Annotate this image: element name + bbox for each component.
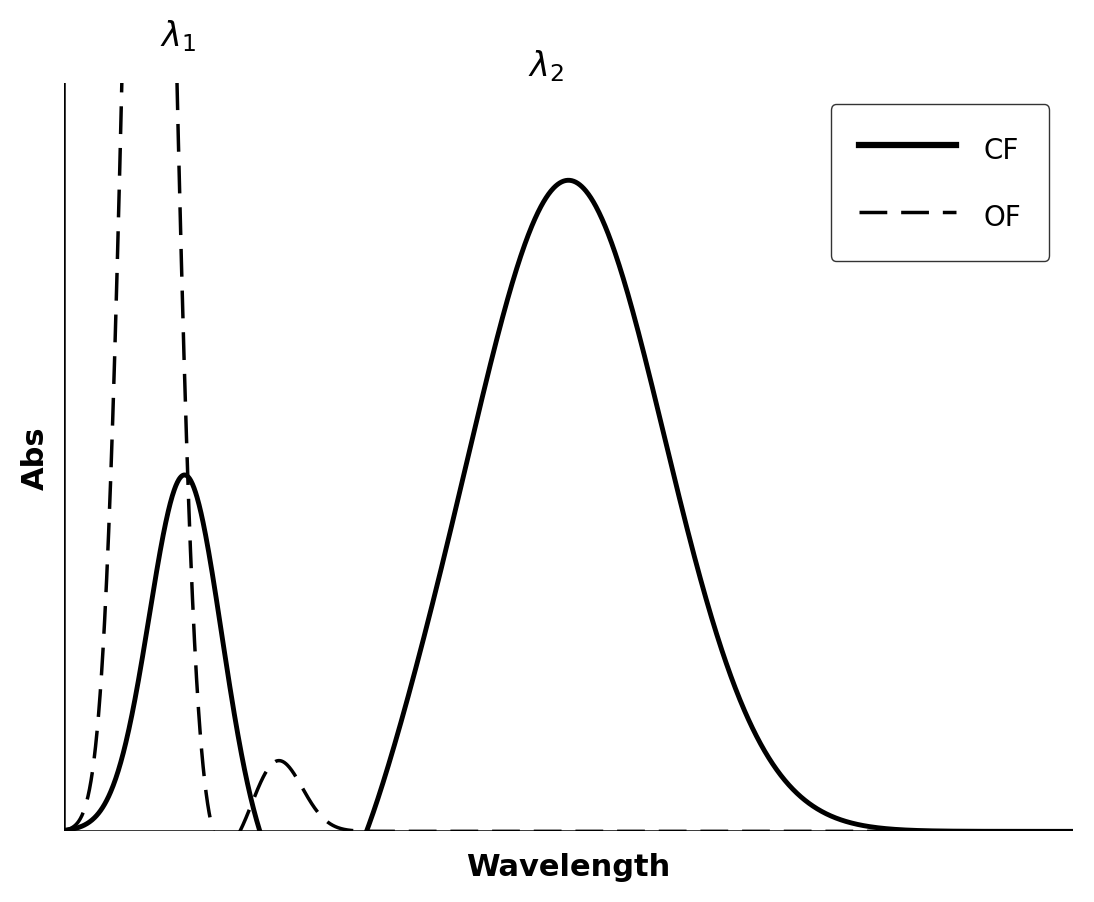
OF xyxy=(1067,826,1080,837)
OF xyxy=(218,843,231,854)
CF xyxy=(1067,826,1080,837)
OF xyxy=(549,826,562,837)
CF xyxy=(548,182,561,193)
Y-axis label: Abs: Abs xyxy=(21,426,50,489)
CF xyxy=(306,901,319,902)
CF xyxy=(853,820,866,831)
CF xyxy=(562,176,575,187)
Legend: CF, OF: CF, OF xyxy=(830,105,1049,262)
OF xyxy=(57,825,70,836)
CF xyxy=(108,775,121,786)
OF xyxy=(1038,826,1051,837)
OF xyxy=(853,826,866,837)
X-axis label: Wavelength: Wavelength xyxy=(466,852,671,881)
CF xyxy=(1038,826,1051,837)
OF xyxy=(108,333,121,344)
CF xyxy=(57,825,70,836)
OF xyxy=(1038,826,1051,837)
Text: $\lambda_2$: $\lambda_2$ xyxy=(528,48,563,84)
Line: CF: CF xyxy=(63,181,1073,902)
CF xyxy=(1038,826,1051,837)
OF xyxy=(522,826,535,837)
CF xyxy=(522,230,535,241)
Line: OF: OF xyxy=(63,0,1073,849)
Text: $\lambda_1$: $\lambda_1$ xyxy=(160,18,196,54)
